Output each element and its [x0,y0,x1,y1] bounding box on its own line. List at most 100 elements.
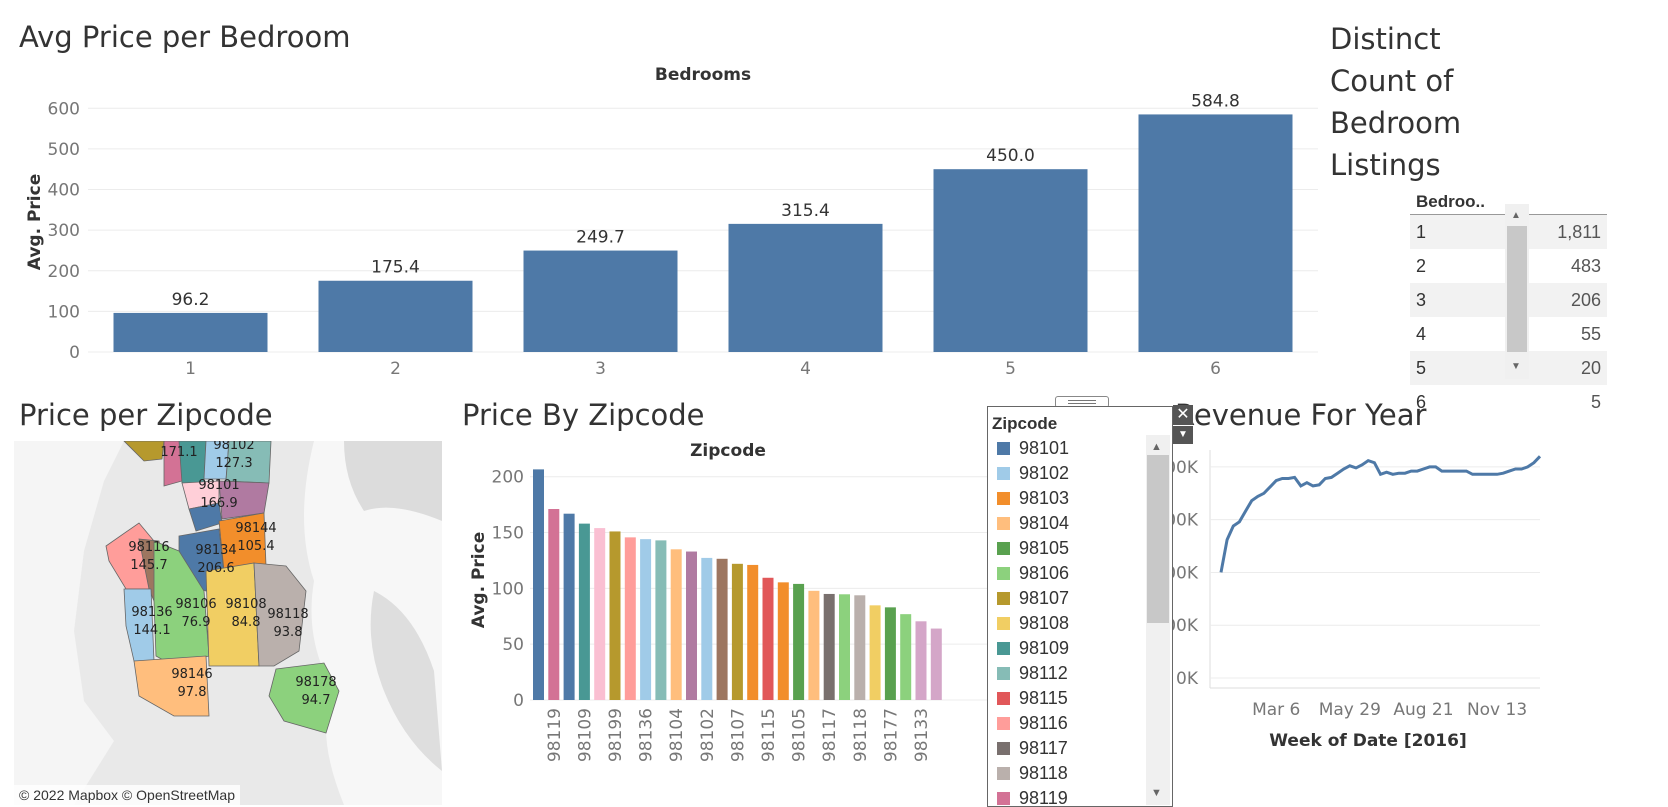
legend-item-label: 98105 [1019,538,1069,559]
zipcode-bar-chart: ZipcodeAvg. Price05010015020098119 98109 9… [460,440,995,805]
legend-item-label: 98104 [1019,513,1069,534]
x-tick-label: 3 [595,359,606,379]
zipcode-bar[interactable] [579,524,590,700]
legend-swatch [997,542,1010,555]
zipcode-bar[interactable] [916,621,927,700]
y-tick-label: 500 [48,140,80,160]
zipcode-bar[interactable] [640,539,651,700]
zipcode-bar[interactable] [655,540,666,700]
map-region-zip-label: 98102 [213,441,254,453]
legend-item[interactable]: 98107 [988,586,1172,611]
legend-title: Zipcode [988,407,1172,436]
zipcode-bar[interactable] [808,591,819,700]
bar-value-label: 450.0 [986,146,1035,166]
count-title-line: Listings [1330,144,1461,186]
zipcode-map[interactable]: 171.1 98102 127.3 98101 166.9 98144 105.4 98116… [14,441,442,805]
map-region-zip-label: 98108 [225,597,266,612]
bedroom-bar[interactable] [114,313,268,352]
zipcode-bar[interactable] [824,594,835,700]
zipcode-bar[interactable] [671,549,682,700]
zipcode-bar[interactable] [610,531,621,700]
revenue-line-chart: Week of Date [2016]price (Calendar)0K500… [1168,440,1668,805]
map-canvas[interactable]: 171.1 98102 127.3 98101 166.9 98144 105.4 98116… [14,441,442,805]
bedroom-bar[interactable] [319,281,473,352]
scroll-up-icon[interactable]: ▲ [1151,441,1162,453]
legend-item-label: 98101 [1019,438,1069,459]
x-tick-label: 98102 [698,708,718,762]
x-tick-label: 98136 [637,708,657,762]
bedroom-bar[interactable] [524,251,678,352]
close-icon[interactable]: ✕ [1173,405,1193,425]
x-tick-label: 98109 [575,708,595,762]
legend-item[interactable]: 98115 [988,686,1172,711]
legend-item[interactable]: 98106 [988,561,1172,586]
map-region-value-label: 145.7 [130,558,167,573]
y-tick-label: 200 [492,468,524,488]
scrollbar-thumb[interactable] [1507,226,1527,352]
zipcode-bar[interactable] [793,584,804,700]
map-region-zip-label: 98134 [195,543,236,558]
zipcode-bar[interactable] [885,607,896,700]
zipcode-bar[interactable] [870,605,881,700]
bar-value-label: 584.8 [1191,91,1240,111]
legend-item[interactable]: 98117 [988,736,1172,761]
zipcode-bar[interactable] [594,528,605,700]
legend-menu-icon[interactable]: ▼ [1173,426,1193,444]
zipcode-bar[interactable] [900,614,911,700]
legend-item[interactable]: 98101 [988,436,1172,461]
bedroom-bar[interactable] [729,224,883,352]
legend-item-label: 98118 [1019,763,1068,784]
zipcode-bar[interactable] [747,565,758,700]
x-tick-label: 98104 [667,708,687,762]
map-attribution: © 2022 Mapbox © OpenStreetMap [14,785,240,805]
y-tick-label: 200 [48,262,80,282]
legend-item-label: 98117 [1019,738,1068,759]
zipcode-bar[interactable] [931,629,942,700]
bedroom-count-value: 20 [1581,351,1601,385]
y-tick-label: 0K [1176,669,1199,689]
bedroom-count-key: 4 [1416,317,1426,351]
legend-item[interactable]: 98112 [988,661,1172,686]
zip-bar-chart-title: Price By Zipcode [462,398,705,432]
zipcode-bar[interactable] [732,564,743,700]
zipcode-bar[interactable] [763,578,774,700]
table-scrollbar[interactable]: ▲ ▼ [1505,204,1529,379]
zipcode-bar[interactable] [701,558,712,700]
zipcode-bar[interactable] [686,552,697,700]
scrollbar-thumb[interactable] [1147,455,1169,623]
map-region-value-label: 97.8 [178,685,207,700]
x-tick-label: 98177 [881,708,901,762]
map-region-value-label: 93.8 [274,625,303,640]
scroll-up-icon[interactable]: ▲ [1511,210,1521,221]
legend-item[interactable]: 98119 [988,786,1172,807]
zipcode-bar[interactable] [564,514,575,700]
count-table-title: Distinct Count of Bedroom Listings [1330,18,1461,186]
bedroom-count-value: 206 [1571,283,1601,317]
x-tick-label: 98115 [759,708,779,762]
zipcode-bar[interactable] [854,595,865,700]
zipcode-bar[interactable] [533,469,544,700]
revenue-line[interactable] [1221,456,1540,572]
legend-item[interactable]: 98116 [988,711,1172,736]
legend-item-label: 98115 [1019,688,1068,709]
legend-item[interactable]: 98118 [988,761,1172,786]
legend-item[interactable]: 98108 [988,611,1172,636]
zipcode-bar[interactable] [839,594,850,700]
zipcode-legend[interactable]: Zipcode 98101 98102 98103 98104 98105 98106 98… [987,406,1173,807]
zipcode-bar[interactable] [548,509,559,700]
zipcode-bar[interactable] [778,582,789,700]
bedroom-bar[interactable] [1139,114,1293,352]
legend-item[interactable]: 98105 [988,536,1172,561]
zipcode-bar[interactable] [717,559,728,700]
legend-item[interactable]: 98103 [988,486,1172,511]
bedroom-bar[interactable] [934,169,1088,352]
legend-item[interactable]: 98104 [988,511,1172,536]
legend-item[interactable]: 98102 [988,461,1172,486]
scroll-down-icon[interactable]: ▼ [1511,361,1521,372]
zipcode-bar[interactable] [625,537,636,700]
legend-item[interactable]: 98109 [988,636,1172,661]
legend-scrollbar[interactable]: ▲ ▼ [1146,435,1170,805]
map-region-value-label: 171.1 [160,445,197,460]
scroll-down-icon[interactable]: ▼ [1151,787,1162,799]
